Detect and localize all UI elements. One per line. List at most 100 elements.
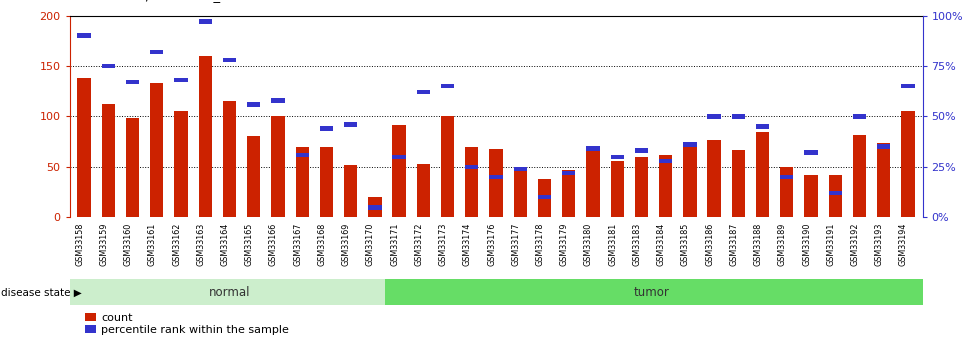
Bar (805, 150, 818, 155)
Bar (611, 161, 624, 217)
Text: GSM33169: GSM33169 (342, 222, 351, 266)
Text: GSM33188: GSM33188 (753, 222, 762, 266)
Bar (853, 114, 867, 119)
Bar (247, 136, 261, 217)
Text: GSM33194: GSM33194 (899, 222, 908, 266)
Text: GSM33174: GSM33174 (463, 222, 471, 266)
Bar (538, 179, 552, 217)
Bar (853, 135, 867, 217)
Bar (416, 164, 430, 217)
Text: GSM33171: GSM33171 (390, 222, 399, 266)
Text: GSM33161: GSM33161 (148, 222, 156, 266)
Text: GSM33185: GSM33185 (681, 222, 690, 266)
Text: GSM33176: GSM33176 (487, 222, 497, 266)
Text: GSM33159: GSM33159 (99, 222, 108, 266)
Text: GSM33180: GSM33180 (584, 222, 593, 266)
Bar (586, 146, 600, 217)
Bar (829, 191, 842, 195)
Bar (271, 117, 285, 217)
Text: GSM33177: GSM33177 (511, 222, 521, 266)
Text: GSM33173: GSM33173 (439, 222, 447, 266)
Bar (490, 149, 502, 217)
Bar (392, 155, 406, 159)
Bar (77, 78, 91, 217)
Text: GSM33165: GSM33165 (244, 222, 254, 266)
Bar (384, 279, 923, 305)
Bar (586, 147, 600, 151)
Bar (320, 126, 333, 131)
Bar (490, 175, 502, 179)
Bar (344, 122, 357, 127)
Bar (199, 56, 212, 217)
Bar (368, 197, 382, 217)
Text: GSM33158: GSM33158 (75, 222, 84, 266)
Bar (514, 167, 526, 171)
Bar (199, 19, 212, 24)
Bar (440, 84, 454, 88)
Bar (174, 78, 187, 82)
Bar (538, 195, 552, 199)
Text: GSM33164: GSM33164 (220, 222, 230, 266)
Bar (296, 147, 309, 217)
Text: GSM33193: GSM33193 (875, 222, 884, 266)
Bar (707, 140, 721, 217)
Text: GSM33168: GSM33168 (318, 222, 327, 266)
Bar (126, 80, 139, 85)
Bar (829, 175, 842, 217)
Text: GSM33167: GSM33167 (294, 222, 302, 266)
Text: GSM33170: GSM33170 (366, 222, 375, 266)
Bar (731, 114, 745, 119)
Bar (101, 104, 115, 217)
Text: GSM33186: GSM33186 (705, 222, 714, 266)
Bar (756, 124, 769, 129)
Text: GSM33184: GSM33184 (657, 222, 666, 266)
Bar (901, 84, 915, 88)
Bar (223, 58, 236, 62)
Text: GSM33166: GSM33166 (269, 222, 278, 266)
Text: GSM33163: GSM33163 (196, 222, 205, 266)
Bar (514, 167, 526, 217)
Text: GSM33162: GSM33162 (172, 222, 181, 266)
Bar (756, 131, 769, 217)
Text: GSM33172: GSM33172 (414, 222, 423, 266)
Bar (440, 117, 454, 217)
Bar (611, 155, 624, 159)
Text: GDS1363 / 1369669_at: GDS1363 / 1369669_at (79, 0, 234, 2)
Bar (562, 170, 576, 217)
Bar (466, 147, 478, 217)
Bar (877, 145, 891, 149)
Text: GSM33160: GSM33160 (124, 222, 132, 266)
Bar (901, 111, 915, 217)
Bar (150, 83, 163, 217)
Bar (466, 165, 478, 169)
Bar (223, 101, 236, 217)
Bar (101, 64, 115, 68)
Text: GSM33189: GSM33189 (778, 222, 787, 266)
Text: GSM33187: GSM33187 (729, 222, 738, 266)
Bar (344, 165, 357, 217)
Bar (150, 50, 163, 54)
Bar (416, 90, 430, 95)
Bar (805, 175, 818, 217)
Text: GSM33190: GSM33190 (802, 222, 811, 266)
Bar (781, 167, 793, 217)
Bar (320, 147, 333, 217)
Bar (77, 33, 91, 38)
Bar (296, 152, 309, 157)
Bar (271, 98, 285, 102)
Bar (659, 155, 672, 217)
Bar (781, 175, 793, 179)
Bar (392, 125, 406, 217)
Text: GSM33178: GSM33178 (535, 222, 545, 266)
Bar (126, 118, 139, 217)
Bar (877, 143, 891, 217)
Text: GSM33179: GSM33179 (559, 222, 569, 266)
Text: GSM33183: GSM33183 (633, 222, 641, 266)
Bar (70, 279, 384, 305)
Bar (707, 114, 721, 119)
Bar (368, 205, 382, 209)
Bar (659, 159, 672, 163)
Legend: count, percentile rank within the sample: count, percentile rank within the sample (85, 313, 289, 335)
Text: tumor: tumor (633, 286, 669, 299)
Bar (174, 111, 187, 217)
